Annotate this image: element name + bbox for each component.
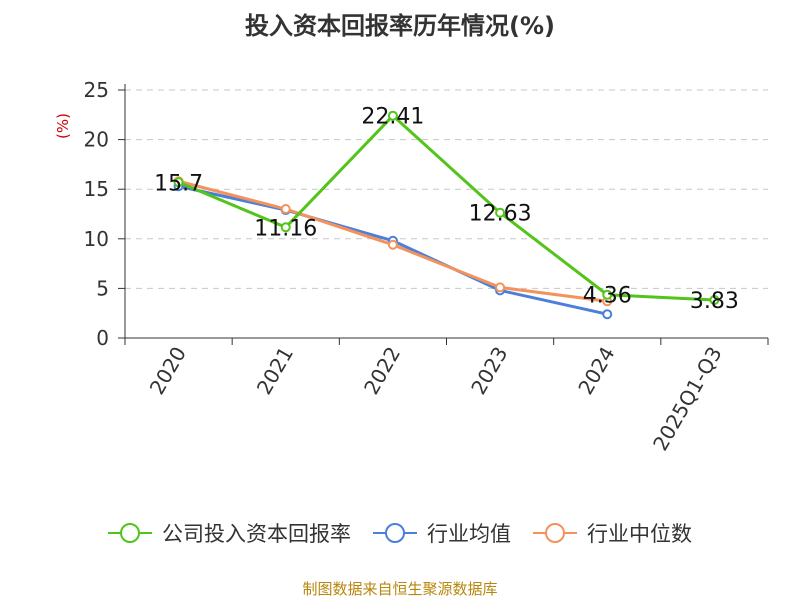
legend-label-company: 公司投入资本回报率 xyxy=(162,522,351,546)
source-note: 制图数据来自恒生聚源数据库 xyxy=(302,580,498,598)
data-point-0 xyxy=(709,295,720,306)
data-label: 3.83 xyxy=(690,289,739,314)
legend-item-company[interactable]: 公司投入资本回报率 xyxy=(108,518,351,548)
y-tick-label: 5 xyxy=(96,276,109,300)
y-tick-label: 20 xyxy=(84,128,109,152)
y-tick-label: 25 xyxy=(84,78,109,102)
data-point-0 xyxy=(602,289,613,300)
y-axis-label: (%) xyxy=(54,113,72,139)
series-line-0 xyxy=(178,114,715,302)
legend-marker-industry-median xyxy=(533,523,577,543)
x-tick-label: 2025Q1-Q3 xyxy=(648,343,727,455)
legend-marker-industry-mean xyxy=(373,523,417,543)
data-label: 11.16 xyxy=(254,216,317,241)
x-tick-label: 2024 xyxy=(573,343,619,399)
x-tick-label: 2022 xyxy=(359,343,405,399)
x-tick-label: 2020 xyxy=(145,343,191,399)
legend-marker-company xyxy=(108,523,152,543)
data-label: 12.63 xyxy=(469,202,532,227)
y-tick-label: 15 xyxy=(84,177,109,201)
data-label: 15.7 xyxy=(154,171,203,196)
data-point-1 xyxy=(602,309,613,320)
legend: 公司投入资本回报率 行业均值 行业中位数 xyxy=(0,518,800,548)
y-tick-label: 10 xyxy=(84,227,109,251)
data-point-2 xyxy=(495,282,506,293)
data-point-2 xyxy=(387,239,398,250)
series-line-1 xyxy=(178,184,608,316)
data-point-0 xyxy=(280,222,291,233)
chart-title: 投入资本回报率历年情况(%) xyxy=(245,12,555,40)
data-point-0 xyxy=(495,207,506,218)
y-tick-label: 0 xyxy=(96,326,109,350)
legend-item-industry-mean[interactable]: 行业均值 xyxy=(373,518,511,548)
data-label: 4.36 xyxy=(583,284,632,309)
data-point-0 xyxy=(173,177,184,188)
legend-label-industry-mean: 行业均值 xyxy=(427,522,511,546)
x-tick-label: 2021 xyxy=(252,343,298,399)
x-tick-label: 2023 xyxy=(466,343,512,399)
data-point-0 xyxy=(387,110,398,121)
data-point-2 xyxy=(280,204,291,215)
legend-item-industry-median[interactable]: 行业中位数 xyxy=(533,518,692,548)
legend-label-industry-median: 行业中位数 xyxy=(587,522,692,546)
data-label: 22.41 xyxy=(361,105,424,130)
